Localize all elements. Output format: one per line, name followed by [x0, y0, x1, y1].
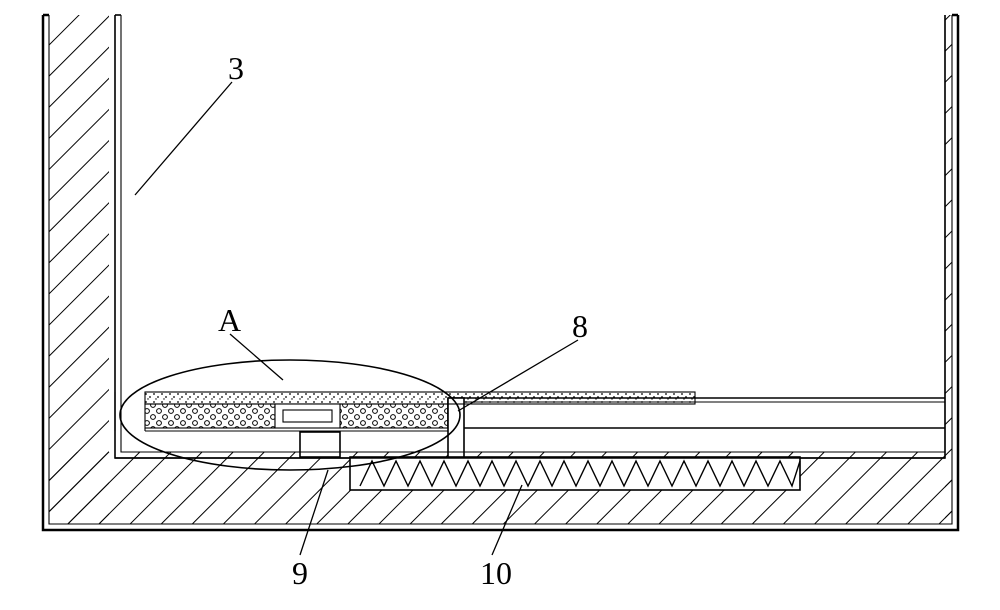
label-8: 8	[572, 308, 588, 345]
label-A: A	[218, 302, 241, 339]
label-3: 3	[228, 50, 244, 87]
honeycomb-right	[340, 404, 448, 428]
hatched-walls	[49, 15, 952, 524]
honeycomb-left	[145, 404, 275, 428]
diagram-svg	[0, 0, 1000, 610]
label-9: 9	[292, 555, 308, 592]
diagram-root: 3 A 8 9 10	[0, 0, 1000, 610]
label-10: 10	[480, 555, 512, 592]
dotted-band	[145, 392, 695, 404]
